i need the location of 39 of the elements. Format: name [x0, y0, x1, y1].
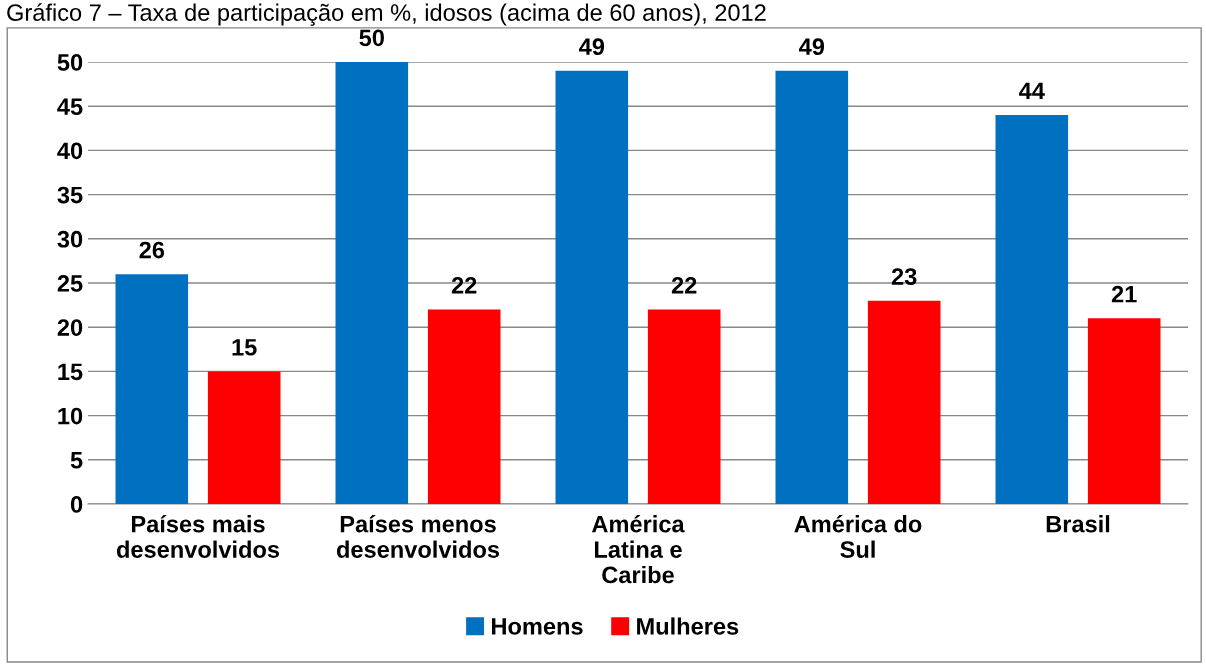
y-tick-label: 30	[57, 230, 83, 248]
y-tick-label: 20	[57, 319, 83, 336]
data-label: 49	[799, 38, 825, 56]
bar	[995, 115, 1069, 504]
y-tick-label: 50	[57, 54, 83, 71]
y-tick-label: 25	[57, 275, 83, 292]
y-tick-label: 45	[57, 98, 83, 115]
x-tick-label: Países mais desenvolvidos	[116, 514, 280, 558]
bar	[647, 309, 721, 504]
bar	[335, 62, 409, 504]
data-label: 44	[1019, 82, 1045, 100]
bar	[207, 371, 281, 504]
chart-title: Gráfico 7 – Taxa de participação em %, idosos (acima de 60 anos), 2012	[7, 3, 766, 26]
data-label: 21	[1111, 285, 1137, 303]
data-label: 22	[451, 277, 477, 294]
data-label: 23	[891, 268, 917, 285]
bar	[867, 300, 941, 504]
x-tick-label: América Latina e Caribe	[591, 514, 685, 584]
bar	[115, 274, 189, 504]
legend-label: Homens	[492, 618, 583, 635]
bar	[555, 70, 629, 504]
y-tick-label: 5	[70, 452, 83, 469]
y-tick-label: 15	[58, 363, 83, 381]
data-label: 26	[139, 241, 165, 259]
x-tick-label: Países menos desenvolvidos	[336, 514, 500, 558]
bar	[775, 70, 849, 504]
legend-label: Mulheres	[637, 617, 739, 635]
x-tick-label: América do Sul	[794, 514, 922, 558]
data-label: 22	[671, 277, 697, 294]
data-label: 15	[232, 339, 257, 356]
bar	[1087, 318, 1161, 504]
y-tick-label: 35	[57, 186, 83, 204]
data-label: 49	[579, 38, 605, 56]
y-tick-label: 10	[58, 407, 83, 425]
bar	[427, 309, 501, 504]
y-tick-label: 40	[57, 142, 83, 160]
data-label: 50	[359, 29, 384, 47]
y-tick-label: 0	[70, 496, 83, 513]
x-tick-label: Brasil	[1046, 515, 1110, 533]
